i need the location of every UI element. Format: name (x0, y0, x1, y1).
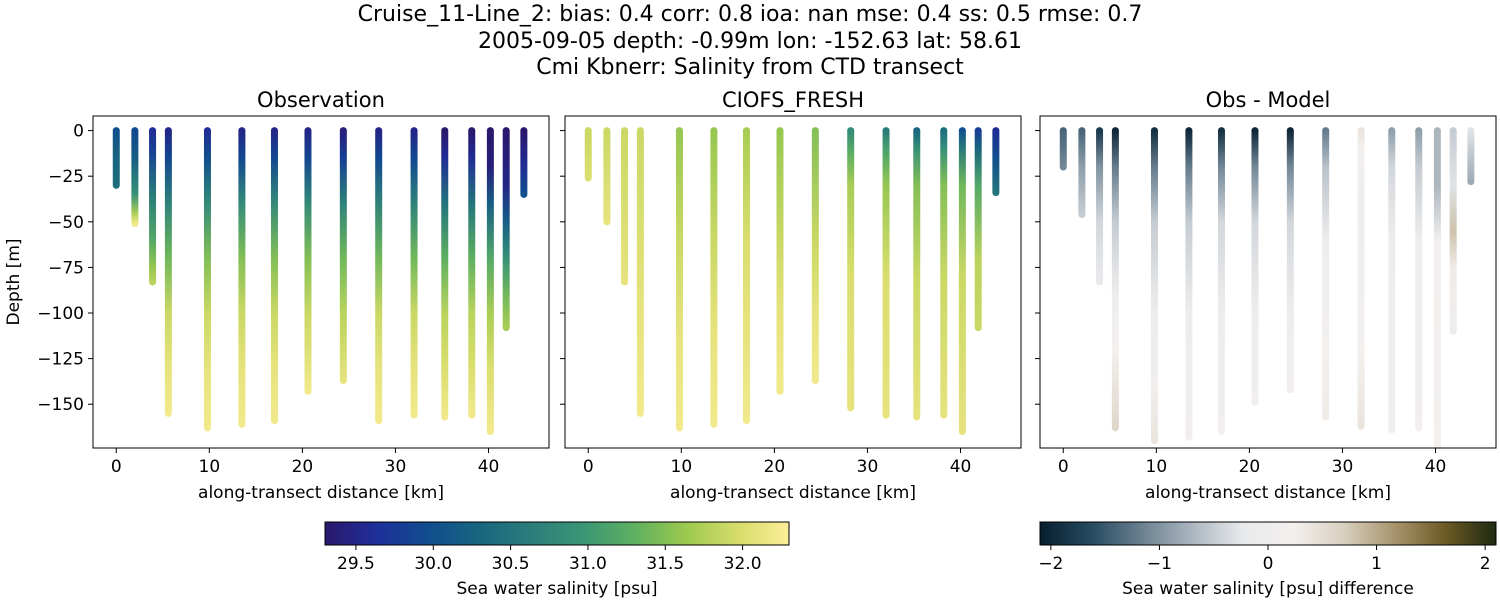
figure-title-line-2: 2005-09-05 depth: -0.99m lon: -152.63 la… (477, 29, 1023, 54)
x-tick-label: 20 (1239, 457, 1261, 477)
casts (584, 127, 1000, 436)
casts (1059, 127, 1475, 448)
x-tick-label: 30 (385, 457, 407, 477)
x-tick-label: 20 (292, 457, 314, 477)
colorbar-bar (324, 521, 790, 546)
colorbar-tick-label: 2 (1480, 554, 1491, 574)
x-tick-label: 20 (764, 457, 786, 477)
axes-frame (564, 115, 1022, 449)
colorbar-tick-label: 29.5 (337, 554, 375, 574)
x-tick-label: 0 (583, 457, 594, 477)
x-tick-label: 10 (199, 457, 221, 477)
y-tick-label: 0 (73, 122, 84, 142)
panel-title: Observation (257, 88, 385, 112)
colorbar-tick-label: 31.0 (569, 554, 607, 574)
axes-frame (1039, 115, 1497, 449)
panel-0: 0 10 20 30 40 0 −25 −50 −75 −100 −125 −150 Observati… (4, 88, 550, 503)
colorbar-label: Sea water salinity [psu] (457, 579, 658, 599)
y-tick-label: −100 (37, 304, 84, 324)
axes-frame (92, 115, 550, 449)
figure-title-line-1: Cruise_11-Line_2: bias: 0.4 corr: 0.8 io… (357, 2, 1143, 27)
x-tick-label: 0 (1058, 457, 1069, 477)
casts (112, 127, 528, 436)
panel-title: CIOFS_FRESH (722, 88, 864, 113)
x-tick-label: 10 (1146, 457, 1168, 477)
y-tick-label: −50 (48, 213, 84, 233)
y-tick-label: −75 (48, 258, 84, 278)
x-axis-label: along-transect distance [km] (198, 483, 444, 503)
figure-title-line-3: Cmi Kbnerr: Salinity from CTD transect (536, 55, 964, 80)
x-axis-label: along-transect distance [km] (670, 483, 916, 503)
colorbar-1: −2 −1 0 1 2 Sea water salinity [psu] differen… (1038, 521, 1497, 599)
colorbar-label: Sea water salinity [psu] difference (1122, 579, 1414, 599)
x-tick-label: 0 (111, 457, 122, 477)
colorbar-tick-label: 30.0 (414, 554, 452, 574)
colorbar-tick-label: −2 (1038, 554, 1063, 574)
x-tick-label: 40 (478, 457, 500, 477)
y-tick-label: −25 (48, 167, 84, 187)
colorbar-tick-label: 0 (1263, 554, 1274, 574)
x-tick-label: 30 (1332, 457, 1354, 477)
panel-2: 0 10 20 30 40 Obs - Model along-transect dista… (1035, 88, 1497, 503)
colorbar-tick-label: 31.5 (646, 554, 684, 574)
colorbar-tick-label: −1 (1147, 554, 1172, 574)
x-tick-label: 40 (1425, 457, 1447, 477)
x-axis-label: along-transect distance [km] (1145, 483, 1391, 503)
colorbar-0: 29.5 30.0 30.5 31.0 31.5 32.0 Sea water salini… (324, 521, 790, 599)
panel-title: Obs - Model (1206, 88, 1331, 112)
colorbar-tick-label: 1 (1371, 554, 1382, 574)
y-tick-label: −150 (37, 395, 84, 415)
y-axis-label: Depth [m] (4, 238, 24, 325)
colorbar-tick-label: 30.5 (492, 554, 530, 574)
colorbar-tick-label: 32.0 (724, 554, 762, 574)
y-tick-label: −125 (37, 350, 84, 370)
colorbar-bar (1039, 521, 1497, 546)
x-tick-label: 10 (671, 457, 693, 477)
x-tick-label: 30 (857, 457, 879, 477)
panel-1: 0 10 20 30 40 CIOFS_FRESH along-transect dista… (560, 88, 1022, 503)
x-tick-label: 40 (950, 457, 972, 477)
